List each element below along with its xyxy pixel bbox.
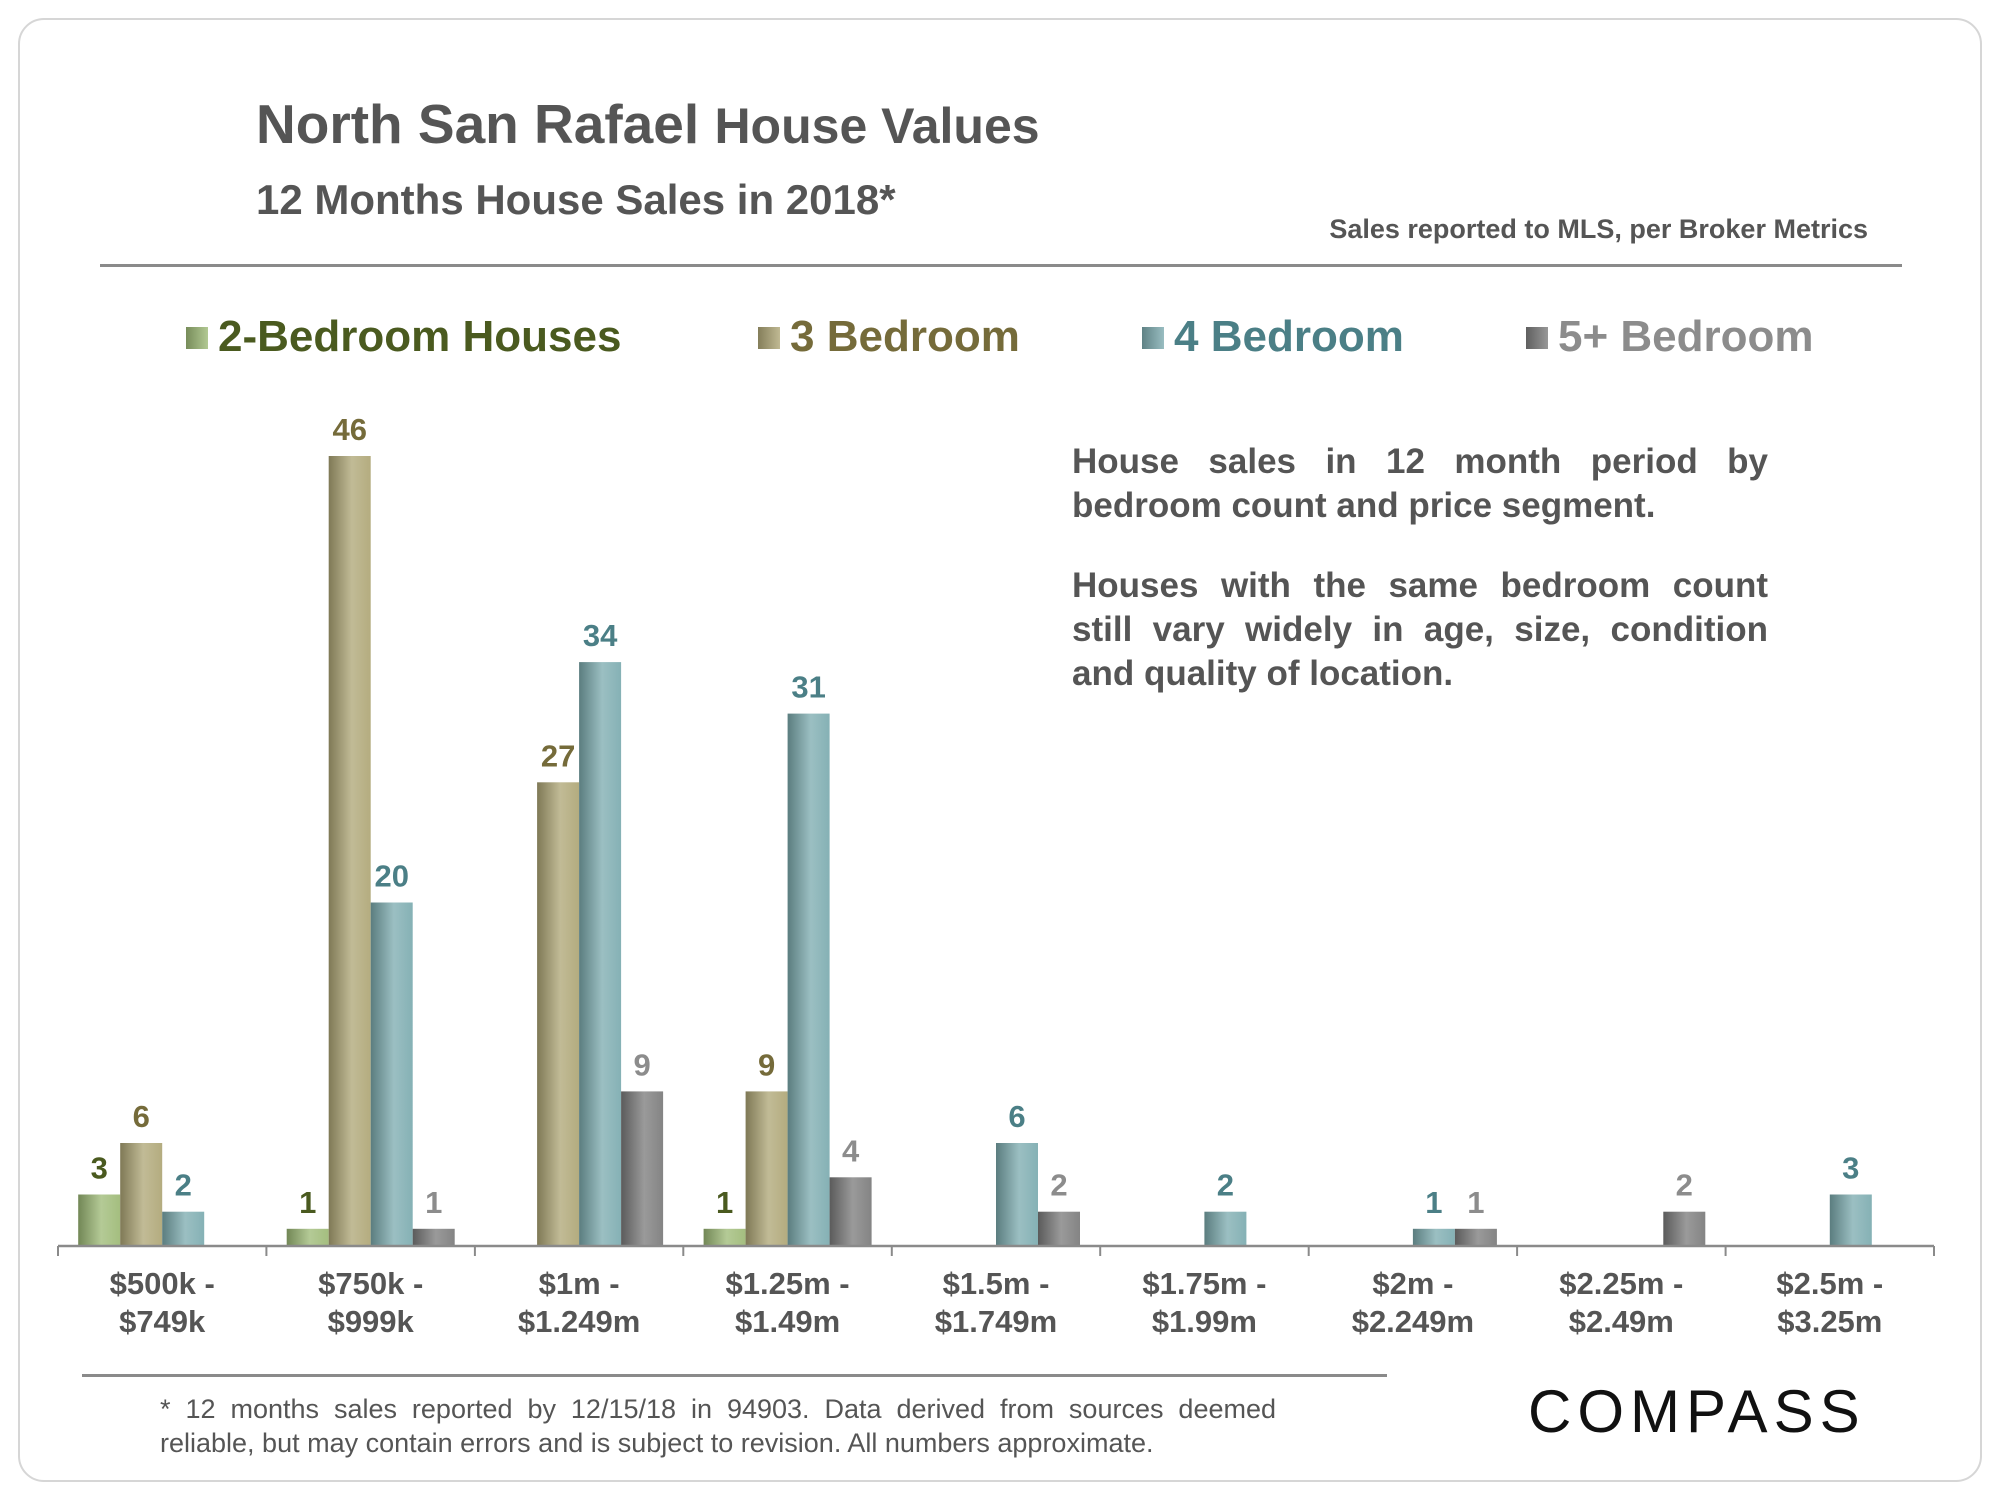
x-tick-label-4-0: $1.5m - — [943, 1266, 1050, 1301]
legend-swatch-2-bedroom — [186, 327, 208, 349]
data-label-bed5-3: 4 — [842, 1133, 860, 1168]
bar-bed4-8 — [1829, 1194, 1872, 1246]
source-note: Sales reported to MLS, per Broker Metric… — [1329, 214, 1868, 244]
x-tick-label-3-0: $1.25m - — [726, 1266, 850, 1301]
legend-swatch-3-bedroom — [758, 327, 780, 349]
bar-bed4-3 — [787, 713, 830, 1246]
page-subtitle: 12 Months House Sales in 2018* — [256, 176, 896, 223]
bar-bed3-2 — [537, 782, 580, 1246]
data-label-bed5-4: 2 — [1050, 1168, 1067, 1203]
chart-annotation-2: Houses with the same bedroom count still… — [1072, 566, 1768, 693]
data-label-bed5-1: 1 — [425, 1185, 442, 1220]
legend-item-4-bedroom: 4 Bedroom — [1142, 312, 1404, 362]
chart-legend: 2-Bedroom Houses 3 Bedroom 4 Bedroom 5+ … — [0, 312, 2000, 362]
bar-bed2-3 — [703, 1228, 746, 1246]
data-label-bed5-7: 2 — [1676, 1168, 1693, 1203]
legend-label-4-bedroom: 4 Bedroom — [1174, 312, 1404, 361]
x-tick-label-3-1: $1.49m — [735, 1304, 840, 1339]
data-label-bed4-1: 20 — [374, 859, 408, 894]
data-label-bed3-2: 27 — [541, 738, 575, 773]
data-label-bed4-6: 1 — [1425, 1185, 1442, 1220]
footnote: * 12 months sales reported by 12/15/18 i… — [160, 1394, 1276, 1458]
page-title: North San Rafael House Values — [256, 92, 1040, 156]
data-label-bed5-6: 1 — [1467, 1185, 1484, 1220]
x-tick-label-7-0: $2.25m - — [1559, 1266, 1683, 1301]
data-label-bed2-1: 1 — [299, 1185, 316, 1220]
legend-label-2-bedroom: 2-Bedroom Houses — [218, 312, 622, 361]
x-tick-label-7-1: $2.49m — [1569, 1304, 1674, 1339]
x-tick-label-5-1: $1.99m — [1152, 1304, 1257, 1339]
data-label-bed2-3: 1 — [716, 1185, 733, 1220]
data-label-bed4-5: 2 — [1217, 1168, 1234, 1203]
legend-swatch-5-bedroom — [1526, 327, 1548, 349]
x-tick-label-8-1: $3.25m — [1777, 1304, 1882, 1339]
x-tick-label-1-1: $999k — [328, 1304, 415, 1339]
data-label-bed3-3: 9 — [758, 1047, 775, 1082]
bar-bed4-4 — [996, 1143, 1038, 1246]
data-label-bed4-3: 31 — [791, 670, 825, 705]
bar-bed3-1 — [328, 456, 371, 1246]
data-label-bed5-2: 9 — [633, 1047, 650, 1082]
chart-bars — [78, 456, 1872, 1246]
title-rest: House Values — [714, 98, 1040, 154]
x-tick-label-8-0: $2.5m - — [1776, 1266, 1883, 1301]
legend-label-3-bedroom: 3 Bedroom — [790, 312, 1020, 361]
data-label-bed4-0: 2 — [175, 1168, 192, 1203]
data-label-bed4-4: 6 — [1008, 1099, 1025, 1134]
bar-bed3-3 — [745, 1091, 788, 1246]
bar-bed4-2 — [579, 662, 622, 1246]
bar-bed2-0 — [78, 1194, 121, 1246]
chart-annotation-1: House sales in 12 month period by bedroo… — [1072, 442, 1768, 525]
header-divider — [100, 264, 1902, 267]
x-tick-label-0-0: $500k - — [110, 1266, 215, 1301]
x-tick-label-1-0: $750k - — [318, 1266, 423, 1301]
data-label-bed3-0: 6 — [133, 1099, 150, 1134]
bar-bed4-6 — [1412, 1228, 1455, 1246]
data-label-bed4-8: 3 — [1842, 1151, 1859, 1186]
bar-bed5-3 — [829, 1177, 872, 1246]
legend-item-5-bedroom: 5+ Bedroom — [1526, 312, 1814, 362]
bar-bed5-6 — [1454, 1228, 1497, 1246]
x-tick-label-0-1: $749k — [119, 1304, 206, 1339]
compass-logo: COMPASS — [1528, 1378, 1866, 1440]
bar-bed4-1 — [370, 902, 413, 1246]
legend-item-2-bedroom: 2-Bedroom Houses — [186, 312, 621, 362]
bar-bed4-5 — [1204, 1211, 1247, 1246]
x-tick-label-6-0: $2m - — [1372, 1266, 1453, 1301]
bar-bed5-1 — [412, 1228, 455, 1246]
compass-logo-text: COMPASS — [1528, 1378, 1866, 1440]
bar-bed5-7 — [1663, 1211, 1706, 1246]
legend-swatch-4-bedroom — [1142, 327, 1164, 349]
x-tick-label-6-1: $2.249m — [1352, 1304, 1474, 1339]
bar-bed3-0 — [120, 1143, 163, 1246]
x-tick-label-4-1: $1.749m — [935, 1304, 1057, 1339]
bar-bed2-1 — [286, 1228, 329, 1246]
data-label-bed2-0: 3 — [91, 1151, 108, 1186]
footer-divider — [82, 1374, 1387, 1377]
data-label-bed4-2: 34 — [583, 618, 618, 653]
bar-bed5-2 — [621, 1091, 664, 1246]
chart-x-axis: $500k -$749k $750k -$999k $1m -$1.249m $1.2… — [57, 1244, 1935, 1339]
x-tick-label-2-0: $1m - — [539, 1266, 620, 1301]
bar-bed4-0 — [162, 1211, 205, 1246]
x-tick-label-2-1: $1.249m — [518, 1304, 640, 1339]
title-main: North San Rafael — [256, 93, 700, 155]
bar-bed5-4 — [1038, 1211, 1080, 1246]
legend-item-3-bedroom: 3 Bedroom — [758, 312, 1020, 362]
data-label-bed3-1: 46 — [332, 412, 366, 447]
x-tick-label-5-0: $1.75m - — [1142, 1266, 1266, 1301]
legend-label-5-bedroom: 5+ Bedroom — [1558, 312, 1814, 361]
